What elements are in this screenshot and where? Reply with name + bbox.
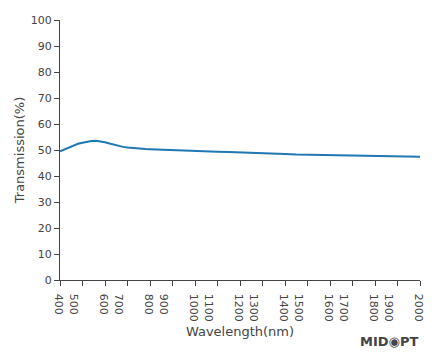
svg-text:100: 100 — [31, 14, 52, 27]
svg-text:1300: 1300 — [247, 294, 260, 322]
svg-text:10: 10 — [38, 248, 52, 261]
svg-text:60: 60 — [38, 118, 52, 131]
svg-text:40: 40 — [38, 170, 52, 183]
svg-text:1600: 1600 — [322, 294, 335, 322]
svg-text:Transmission(%): Transmission(%) — [12, 97, 27, 204]
svg-text:1900: 1900 — [382, 294, 395, 322]
svg-text:600: 600 — [97, 294, 110, 315]
svg-text:30: 30 — [38, 196, 52, 209]
svg-text:1700: 1700 — [337, 294, 350, 322]
svg-text:Wavelength(nm): Wavelength(nm) — [186, 324, 294, 339]
svg-text:900: 900 — [157, 294, 170, 315]
svg-text:1400: 1400 — [277, 294, 290, 322]
svg-text:1100: 1100 — [202, 294, 215, 322]
svg-text:70: 70 — [38, 92, 52, 105]
svg-text:80: 80 — [38, 66, 52, 79]
svg-text:90: 90 — [38, 40, 52, 53]
svg-text:2000: 2000 — [412, 294, 425, 322]
svg-text:500: 500 — [67, 294, 80, 315]
svg-text:1500: 1500 — [292, 294, 305, 322]
svg-text:1800: 1800 — [367, 294, 380, 322]
svg-text:400: 400 — [52, 294, 65, 315]
svg-text:800: 800 — [142, 294, 155, 315]
svg-text:0: 0 — [45, 274, 52, 287]
svg-text:1000: 1000 — [187, 294, 200, 322]
svg-text:50: 50 — [38, 144, 52, 157]
svg-text:700: 700 — [112, 294, 125, 315]
svg-text:MID◉PT: MID◉PT — [360, 334, 418, 349]
svg-text:1200: 1200 — [232, 294, 245, 322]
svg-text:20: 20 — [38, 222, 52, 235]
